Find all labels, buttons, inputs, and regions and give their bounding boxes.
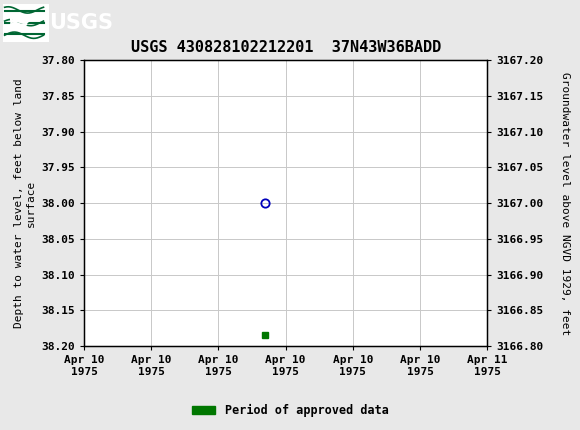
Y-axis label: Groundwater level above NGVD 1929, feet: Groundwater level above NGVD 1929, feet [560, 71, 570, 335]
Y-axis label: Depth to water level, feet below land
surface: Depth to water level, feet below land su… [14, 78, 36, 328]
Text: ≈: ≈ [7, 8, 30, 36]
Text: USGS: USGS [49, 12, 113, 33]
Legend: Period of approved data: Period of approved data [187, 399, 393, 422]
Bar [3, 3, 49, 42]
Title: USGS 430828102212201  37N43W36BADD: USGS 430828102212201 37N43W36BADD [130, 40, 441, 55]
Text: ~: ~ [7, 7, 32, 36]
